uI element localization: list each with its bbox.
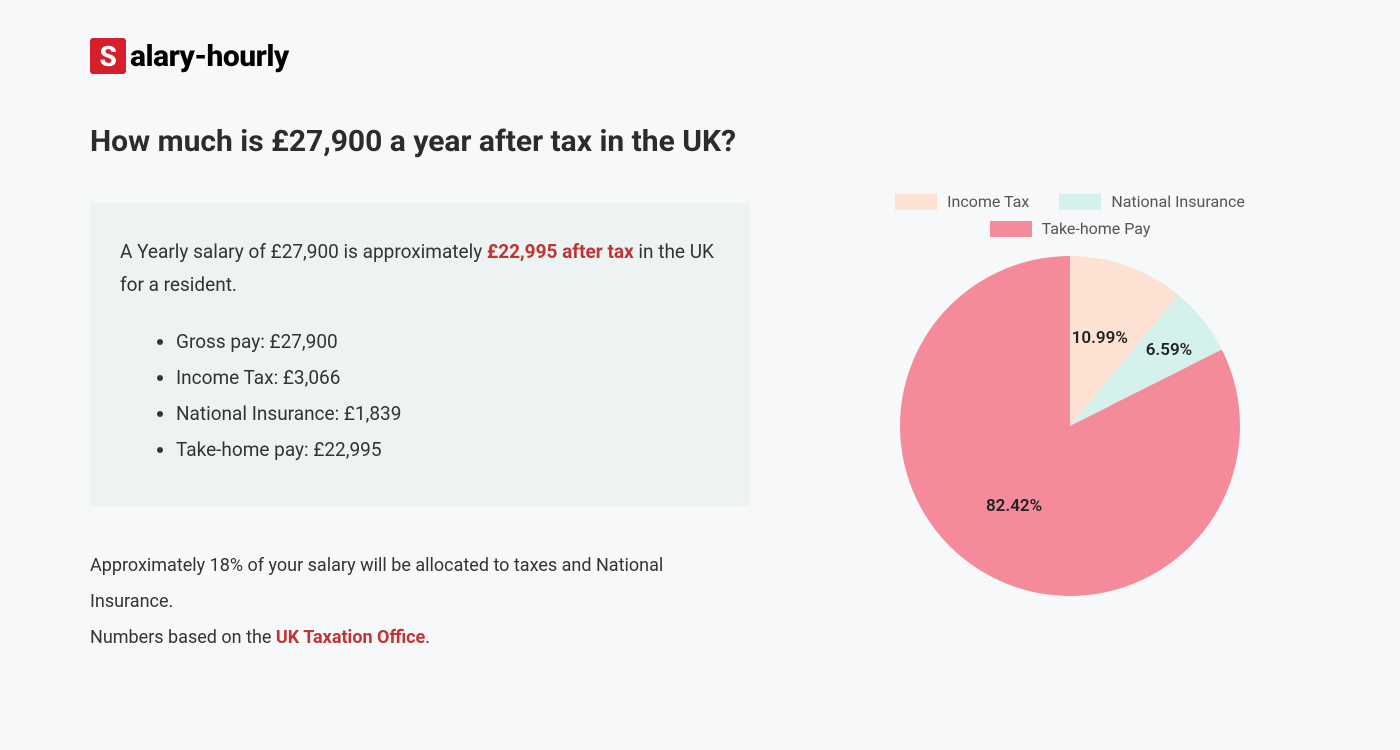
pie-slice-label: 6.59% bbox=[1146, 340, 1193, 360]
legend-label: Take-home Pay bbox=[1042, 219, 1151, 238]
legend-item: National Insurance bbox=[1059, 192, 1245, 211]
breakdown-list: Gross pay: £27,900 Income Tax: £3,066 Na… bbox=[120, 324, 720, 468]
footer-line2-post: . bbox=[425, 627, 430, 648]
legend-swatch bbox=[895, 194, 937, 210]
legend-item: Income Tax bbox=[895, 192, 1029, 211]
legend-label: Income Tax bbox=[947, 192, 1029, 211]
pie-chart: 10.99% 6.59% 82.42% bbox=[900, 256, 1240, 596]
right-column: Income Tax National Insurance Take-home … bbox=[830, 122, 1310, 656]
footer-link[interactable]: UK Taxation Office bbox=[276, 627, 425, 648]
pie-circle bbox=[900, 256, 1240, 596]
chart-legend: Income Tax National Insurance Take-home … bbox=[830, 192, 1310, 238]
footer-line1: Approximately 18% of your salary will be… bbox=[90, 555, 663, 612]
logo-text: alary-hourly bbox=[130, 39, 289, 74]
footer-text: Approximately 18% of your salary will be… bbox=[90, 548, 750, 656]
logo-s-badge: S bbox=[90, 38, 126, 74]
left-column: How much is £27,900 a year after tax in … bbox=[90, 122, 750, 656]
footer-line2-pre: Numbers based on the bbox=[90, 627, 276, 648]
pie-slice-label: 10.99% bbox=[1072, 328, 1128, 348]
legend-label: National Insurance bbox=[1111, 192, 1245, 211]
list-item: Take-home pay: £22,995 bbox=[176, 432, 720, 468]
legend-swatch bbox=[1059, 194, 1101, 210]
pie-slice-label: 82.42% bbox=[986, 496, 1042, 516]
site-logo: Salary-hourly bbox=[90, 38, 1310, 74]
list-item: Gross pay: £27,900 bbox=[176, 324, 720, 360]
legend-item: Take-home Pay bbox=[830, 219, 1310, 238]
main-content: How much is £27,900 a year after tax in … bbox=[90, 122, 1310, 656]
legend-swatch bbox=[990, 221, 1032, 237]
page-heading: How much is £27,900 a year after tax in … bbox=[90, 122, 750, 161]
summary-box: A Yearly salary of £27,900 is approximat… bbox=[90, 203, 750, 506]
summary-highlight: £22,995 after tax bbox=[487, 240, 634, 263]
list-item: National Insurance: £1,839 bbox=[176, 396, 720, 432]
list-item: Income Tax: £3,066 bbox=[176, 360, 720, 396]
summary-intro-pre: A Yearly salary of £27,900 is approximat… bbox=[120, 240, 487, 263]
summary-intro: A Yearly salary of £27,900 is approximat… bbox=[120, 235, 720, 302]
